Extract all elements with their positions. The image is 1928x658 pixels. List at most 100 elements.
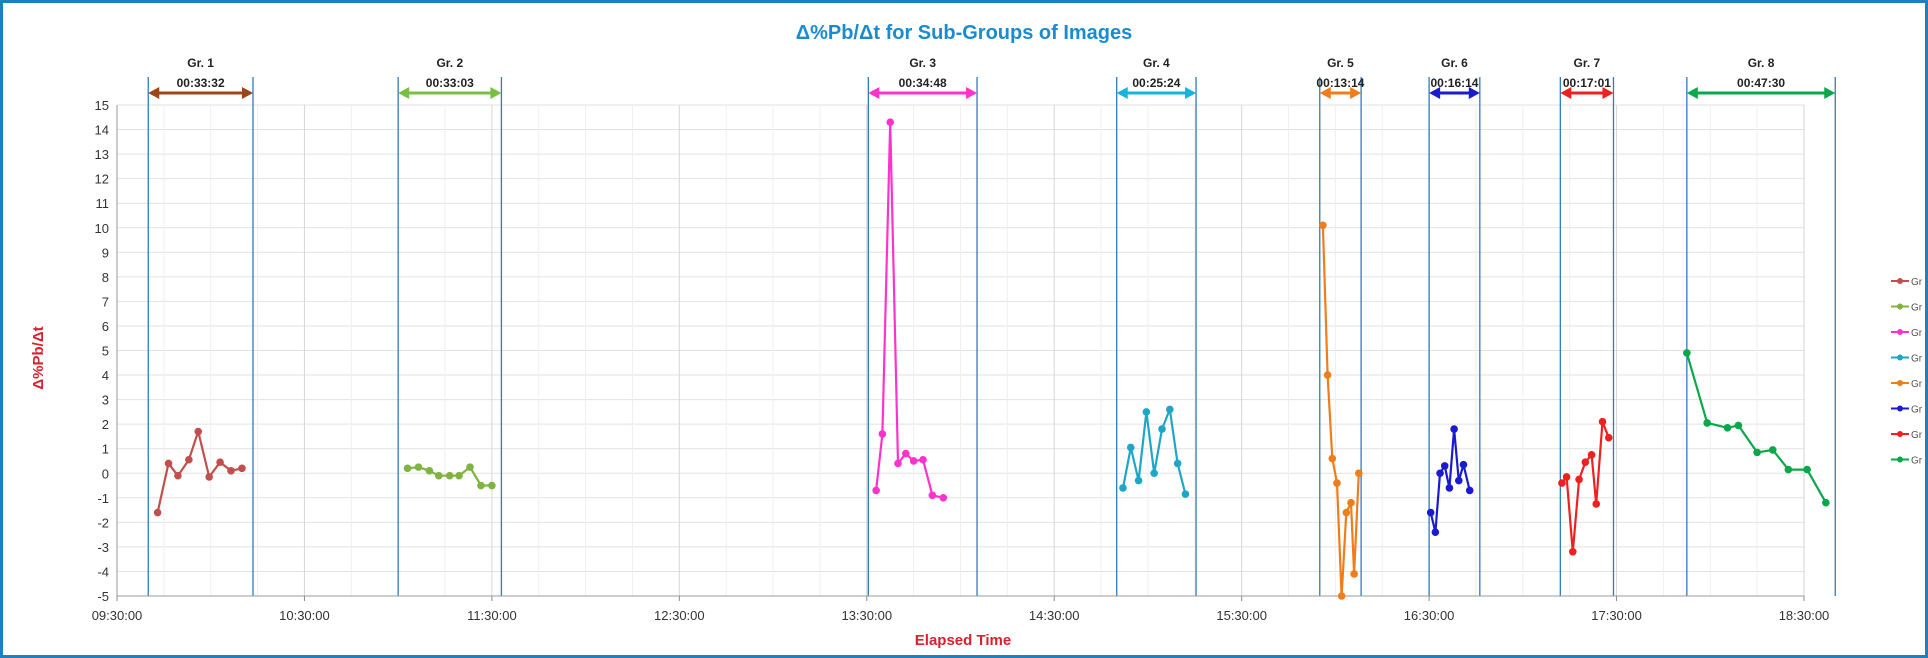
series-line	[1429, 428, 1471, 534]
group-arrow-right-head	[490, 87, 502, 99]
legend-swatch-marker	[1897, 278, 1903, 284]
y-tick-label: 9	[102, 245, 109, 260]
data-point	[227, 466, 235, 475]
data-point	[1703, 419, 1711, 427]
legend-label: Gr	[1911, 379, 1923, 390]
data-point	[1822, 498, 1830, 507]
group-label: Gr. 2	[436, 56, 463, 70]
group-arrow-left-head	[148, 87, 160, 99]
legend-swatch-marker	[1897, 303, 1903, 310]
group-markers: Gr. 1 00:33:32 Gr. 2 00:33:03 Gr. 3 00:34:48 G…	[147, 56, 1836, 596]
data-point	[403, 464, 412, 473]
data-point	[1450, 425, 1458, 433]
data-point	[1723, 424, 1732, 432]
data-point	[1803, 465, 1811, 474]
data-point	[194, 427, 203, 436]
data-point	[1598, 417, 1607, 426]
group-arrow-right-head	[1350, 87, 1362, 99]
group-label: Gr. 3	[909, 56, 936, 70]
group-arrow-left-head	[1686, 87, 1698, 99]
data-point	[909, 457, 918, 465]
y-tick-label: 2	[102, 417, 109, 432]
chart-title: Δ%Pb/Δt for Sub-Groups of Images	[796, 22, 1133, 44]
data-point	[1784, 465, 1793, 474]
data-point	[1465, 486, 1474, 495]
axes: -5-4-3-2-1012345678910111213141509:30:00…	[92, 98, 1830, 623]
data-point	[164, 459, 173, 468]
data-point	[425, 466, 434, 475]
group-duration: 00:13:14	[1316, 76, 1364, 90]
x-tick-label: 14:30:00	[1029, 608, 1080, 623]
x-axis-label: Elapsed Time	[915, 632, 1011, 649]
group-label: Gr. 4	[1143, 56, 1170, 70]
data-point	[1592, 500, 1601, 508]
data-point	[1166, 405, 1174, 414]
data-point	[886, 118, 895, 126]
data-point	[1181, 490, 1190, 498]
data-point	[902, 449, 910, 458]
data-point	[1558, 479, 1566, 487]
data-point	[928, 491, 937, 500]
data-point	[1426, 508, 1435, 517]
legend-swatch-marker	[1897, 354, 1903, 361]
y-tick-label: 10	[95, 221, 109, 236]
data-point	[1768, 446, 1777, 454]
x-tick-label: 17:30:00	[1591, 608, 1642, 623]
data-point	[455, 471, 463, 480]
legend-label: Gr	[1911, 456, 1923, 467]
legend-swatch-marker	[1897, 456, 1903, 463]
y-tick-label: -2	[97, 515, 109, 530]
data-point	[488, 481, 496, 490]
data-point	[1445, 484, 1454, 492]
group-arrow-left-head	[398, 87, 410, 99]
series-layer	[153, 118, 1830, 600]
series-line	[1561, 420, 1610, 553]
data-point	[1150, 469, 1158, 478]
group-duration: 00:34:48	[899, 76, 947, 90]
data-point	[1319, 221, 1327, 230]
data-point	[1575, 475, 1583, 484]
legend-swatch-marker	[1897, 405, 1903, 412]
data-point	[1158, 425, 1166, 433]
y-tick-label: 0	[102, 466, 109, 481]
y-tick-label: 14	[95, 123, 109, 138]
series-line	[1121, 408, 1187, 495]
data-point	[1328, 454, 1337, 463]
data-point	[1119, 484, 1127, 492]
legend-label: Gr	[1911, 303, 1923, 314]
x-tick-label: 11:30:00	[467, 608, 517, 623]
data-point	[205, 473, 213, 481]
x-tick-label: 13:30:00	[841, 608, 892, 623]
legend-label: Gr	[1911, 328, 1923, 339]
data-point	[185, 455, 193, 464]
data-point	[445, 471, 454, 480]
data-point	[1431, 528, 1440, 536]
data-point	[238, 464, 246, 473]
x-tick-label: 18:30:00	[1779, 608, 1830, 623]
group-label: Gr. 8	[1748, 56, 1775, 70]
y-tick-label: -1	[97, 491, 109, 506]
y-tick-label: 7	[102, 294, 109, 309]
data-point	[1173, 459, 1182, 468]
y-tick-label: 11	[96, 196, 110, 211]
gridlines	[116, 104, 1805, 597]
data-point	[1459, 460, 1468, 469]
x-tick-label: 10:30:00	[279, 608, 330, 623]
group-duration: 00:17:01	[1563, 76, 1611, 90]
legend-label: Gr	[1911, 354, 1923, 365]
data-point	[174, 471, 182, 480]
data-point	[216, 458, 224, 467]
data-point	[1142, 408, 1151, 416]
data-point	[1342, 508, 1351, 517]
data-point	[1355, 469, 1363, 478]
x-tick-label: 16:30:00	[1404, 608, 1455, 623]
data-point	[1753, 448, 1761, 457]
data-point	[1134, 476, 1143, 485]
x-tick-label: 15:30:00	[1216, 608, 1267, 623]
data-point	[1350, 570, 1358, 578]
group-arrow-left-head	[1319, 87, 1331, 99]
data-point	[1347, 498, 1355, 507]
y-tick-label: 1	[102, 442, 109, 457]
data-point	[1587, 451, 1596, 459]
